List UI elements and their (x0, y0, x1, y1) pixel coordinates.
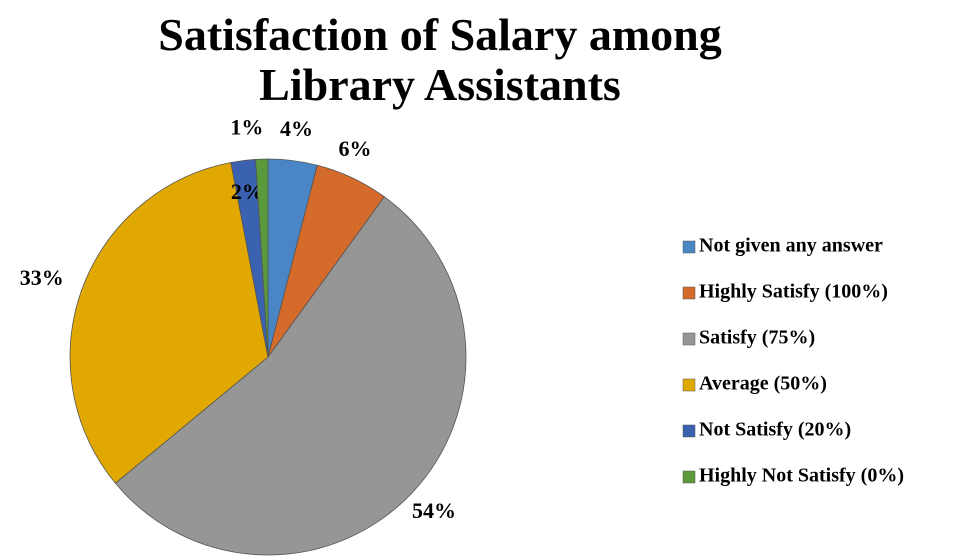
legend-label: Highly Satisfy (100%) (699, 281, 888, 303)
legend-swatch (682, 470, 696, 484)
legend-swatch (682, 286, 696, 300)
legend-label: Not given any answer (699, 235, 883, 257)
legend-swatch (682, 240, 696, 254)
legend-label: Average (50%) (699, 373, 827, 395)
legend-label: Satisfy (75%) (699, 327, 815, 349)
data-label: 1% (230, 114, 263, 139)
pie-slice (114, 196, 467, 556)
chart-title: Satisfaction of Salary among Library Ass… (158, 9, 722, 110)
legend-swatch (682, 332, 696, 346)
data-label: 54% (412, 498, 456, 523)
data-label: 33% (20, 265, 64, 290)
legend-label: Not Satisfy (20%) (699, 419, 851, 441)
pie-slice (255, 158, 269, 358)
legend-swatch (682, 378, 696, 392)
pie-slice (69, 162, 269, 484)
legend-label: Highly Not Satisfy (0%) (699, 465, 904, 487)
legend-swatch (682, 424, 696, 438)
data-label: 4% (280, 116, 313, 141)
data-label: 6% (338, 136, 371, 161)
